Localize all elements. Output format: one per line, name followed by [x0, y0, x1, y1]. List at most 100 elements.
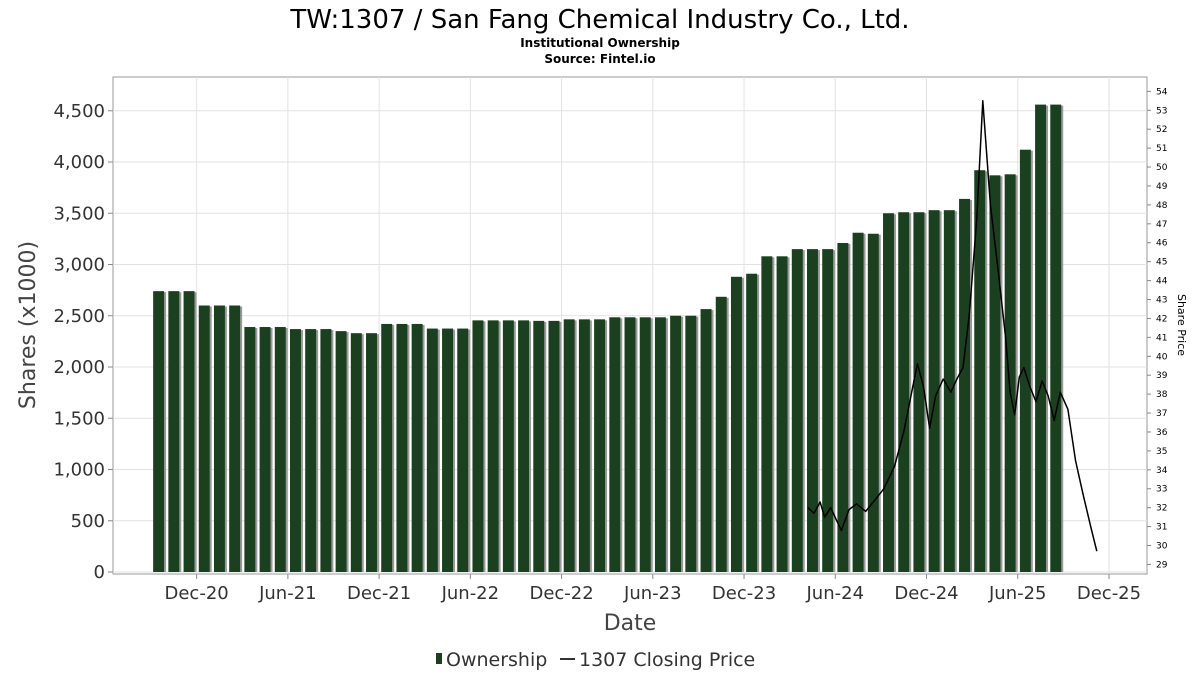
ownership-bar — [259, 327, 271, 572]
x-tick-label: Dec-23 — [712, 583, 776, 604]
ownership-bar — [974, 170, 986, 572]
legend: Ownership 1307 Closing Price — [436, 649, 755, 671]
y2-tick-label: 48 — [1156, 201, 1168, 211]
x-tick-label: Jun-21 — [258, 583, 317, 604]
ownership-bar — [639, 317, 651, 572]
y2-tick-label: 30 — [1156, 542, 1168, 552]
y2-axis-label: Share Price — [1175, 294, 1188, 356]
y2-tick-label: 36 — [1156, 428, 1168, 438]
ownership-bar — [1019, 149, 1031, 572]
ownership-bar — [883, 213, 894, 572]
legend-ownership-label: Ownership — [446, 649, 547, 671]
y2-tick-label: 43 — [1156, 296, 1167, 306]
y2-tick-label: 51 — [1156, 144, 1167, 154]
ownership-bar — [700, 309, 712, 572]
x-tick-label: Dec-21 — [347, 583, 411, 604]
y2-tick-label: 47 — [1156, 220, 1167, 230]
ownership-bar — [213, 305, 225, 572]
ownership-bar — [867, 233, 879, 572]
ownership-bar — [1050, 104, 1062, 572]
y-axis-label: Shares (x1000) — [16, 241, 41, 409]
ownership-bar — [487, 320, 499, 572]
ownership-bar — [518, 320, 530, 572]
y2-tick-label: 46 — [1156, 239, 1168, 249]
ownership-bar — [715, 296, 727, 572]
ownership-bar — [913, 212, 925, 572]
ownership-bar — [791, 249, 803, 572]
ownership-bar — [746, 273, 758, 572]
y-tick-label: 3,000 — [53, 255, 105, 276]
y2-tick-label: 54 — [1156, 87, 1168, 97]
y2-tick-label: 31 — [1156, 523, 1167, 533]
ownership-bar — [761, 256, 773, 572]
ownership-bar — [183, 291, 195, 572]
ownership-bar — [335, 331, 347, 572]
ownership-bar — [1004, 174, 1016, 573]
y-tick-label: 1,000 — [53, 460, 105, 481]
y2-tick-label: 38 — [1156, 390, 1168, 400]
ownership-bar — [654, 317, 666, 572]
y2-tick-label: 41 — [1156, 333, 1167, 343]
ownership-bar — [229, 305, 241, 572]
y2-tick-label: 39 — [1156, 371, 1168, 381]
right-axis-ticks: 29 30 31 32 33 34 35 36 37 38 39 40 41 42 43 44 45 46 47 48… — [1147, 87, 1168, 570]
x-axis-ticks: Dec-20 Jun-21 Dec-21 Jun-22 Dec-22 Jun-23 Dec-… — [165, 574, 1141, 604]
ownership-bar — [594, 319, 606, 572]
ownership-bar — [274, 327, 286, 572]
y2-tick-label: 33 — [1156, 485, 1167, 495]
y2-tick-label: 40 — [1156, 352, 1168, 362]
y-tick-label: 4,000 — [53, 152, 105, 173]
ownership-bar — [852, 232, 864, 572]
ownership-bar — [806, 249, 818, 572]
ownership-bar — [548, 320, 560, 572]
ownership-bar — [609, 317, 621, 572]
chart-source: Source: Fintel.io — [544, 52, 655, 66]
ownership-bar — [670, 315, 682, 572]
ownership-bar — [1035, 104, 1047, 572]
ownership-bar — [442, 328, 454, 572]
ownership-bar — [366, 333, 377, 572]
ownership-bar — [381, 323, 393, 572]
chart-title: TW:1307 / San Fang Chemical Industry Co.… — [289, 5, 909, 35]
ownership-bar — [396, 323, 408, 572]
ownership-bar — [198, 305, 210, 572]
y2-tick-label: 34 — [1156, 466, 1168, 476]
x-tick-label: Jun-22 — [441, 583, 500, 604]
y2-tick-label: 42 — [1156, 314, 1167, 324]
y-tick-label: 500 — [71, 511, 105, 532]
legend-ownership-swatch — [436, 653, 442, 664]
ownership-bar — [898, 212, 910, 572]
x-axis-label: Date — [604, 611, 657, 636]
y2-tick-label: 52 — [1156, 125, 1167, 135]
left-axis-ticks: 0 500 1,000 1,500 2,000 2,500 3,000 3,500 4,000 4… — [53, 101, 113, 583]
ownership-bar — [563, 319, 575, 572]
price-line — [807, 100, 1098, 552]
x-tick-label: Dec-24 — [894, 583, 958, 604]
y-tick-label: 0 — [94, 562, 105, 583]
x-tick-label: Dec-22 — [529, 583, 593, 604]
price-line-group — [807, 100, 1098, 552]
ownership-bar — [822, 249, 834, 572]
x-tick-label: Dec-20 — [165, 583, 229, 604]
y2-tick-label: 44 — [1156, 277, 1168, 287]
ownership-bar — [730, 276, 742, 572]
x-tick-label: Jun-25 — [988, 583, 1047, 604]
ownership-bar — [837, 242, 849, 572]
ownership-bar — [426, 328, 438, 572]
ownership-bar — [350, 333, 362, 572]
ownership-bar — [928, 210, 940, 573]
ownership-bar — [472, 320, 484, 572]
chart-subtitle: Institutional Ownership — [520, 36, 680, 50]
y-tick-label: 1,500 — [53, 408, 105, 429]
legend-price-label: 1307 Closing Price — [579, 649, 755, 671]
y-tick-label: 2,000 — [53, 357, 105, 378]
y2-tick-label: 45 — [1156, 258, 1167, 268]
y-tick-label: 3,500 — [53, 203, 105, 224]
ownership-bar — [153, 291, 165, 572]
ownership-bar — [578, 319, 590, 572]
y-tick-label: 2,500 — [53, 306, 105, 327]
y2-tick-label: 35 — [1156, 447, 1167, 457]
ownership-bar — [989, 175, 1001, 572]
ownership-bar — [533, 320, 545, 572]
